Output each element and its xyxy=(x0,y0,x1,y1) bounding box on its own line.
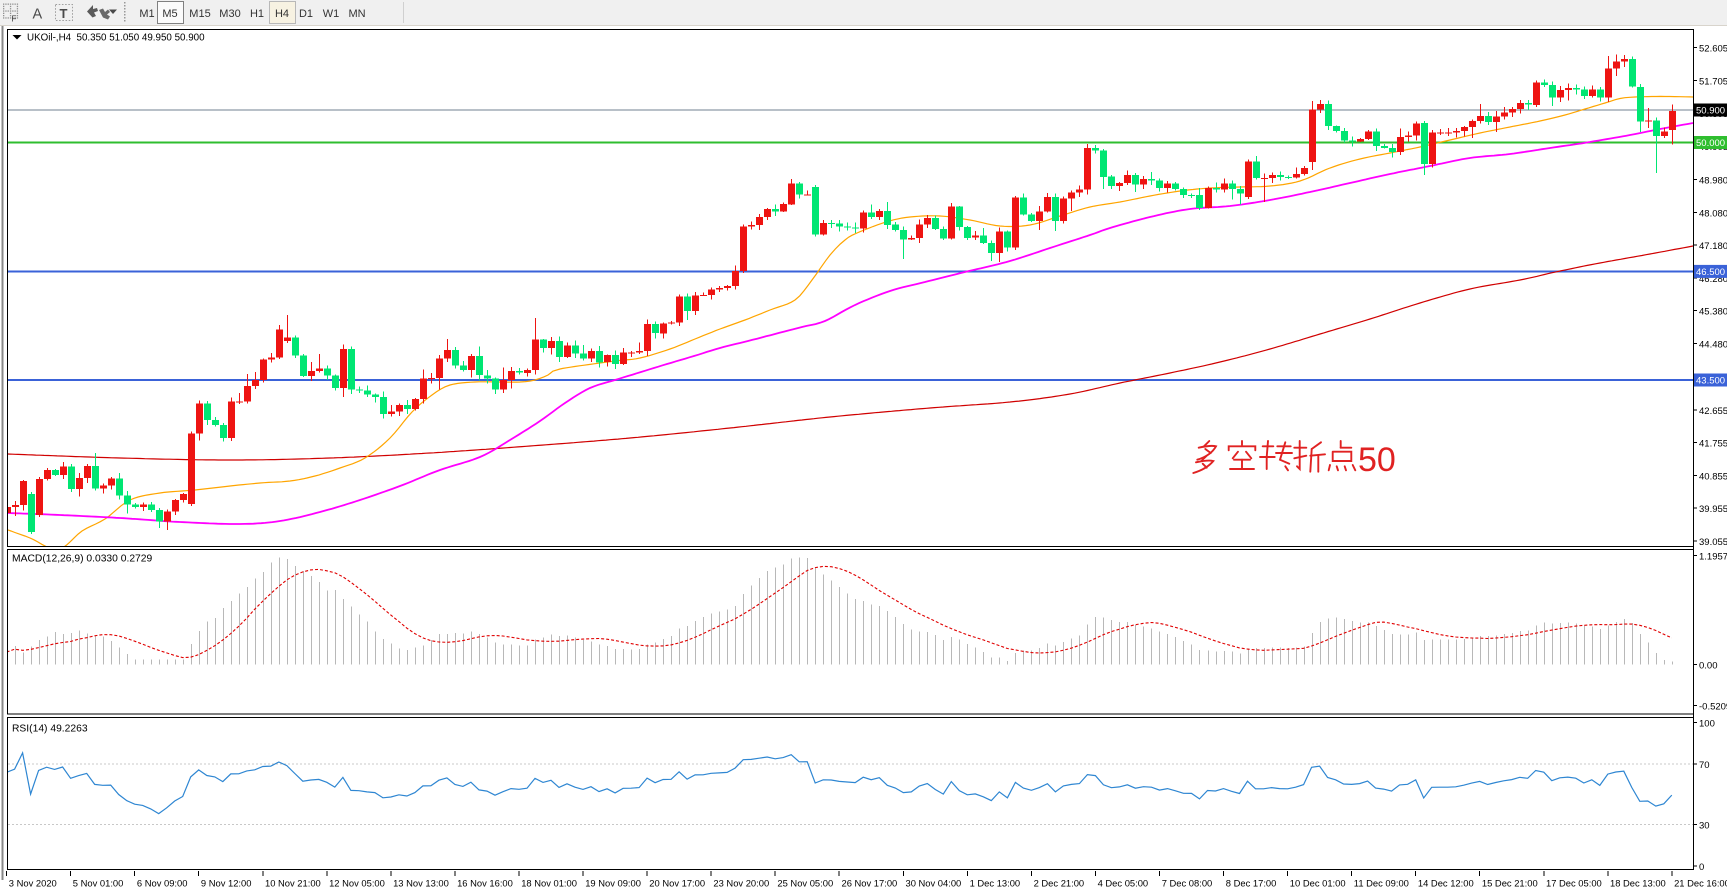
svg-text:50.000: 50.000 xyxy=(1696,138,1725,149)
svg-text:46.500: 46.500 xyxy=(1696,267,1725,278)
svg-text:52.605: 52.605 xyxy=(1699,44,1727,55)
svg-text:M5: M5 xyxy=(162,8,177,20)
svg-text:21 Dec 16:00: 21 Dec 16:00 xyxy=(1674,878,1727,889)
svg-text:18 Nov 01:00: 18 Nov 01:00 xyxy=(521,878,577,889)
svg-text:70: 70 xyxy=(1699,760,1710,771)
svg-text:43.500: 43.500 xyxy=(1696,376,1725,387)
svg-text:H4: H4 xyxy=(275,8,289,20)
svg-text:W1: W1 xyxy=(323,8,340,20)
svg-text:4 Dec 05:00: 4 Dec 05:00 xyxy=(1098,878,1149,889)
svg-text:26 Nov 17:00: 26 Nov 17:00 xyxy=(842,878,898,889)
svg-text:51.705: 51.705 xyxy=(1699,76,1727,87)
svg-text:41.755: 41.755 xyxy=(1699,439,1727,450)
svg-text:MACD(12,26,9) 0.0330 0.2729: MACD(12,26,9) 0.0330 0.2729 xyxy=(12,554,153,565)
svg-text:15 Dec 21:00: 15 Dec 21:00 xyxy=(1482,878,1538,889)
svg-text:47.180: 47.180 xyxy=(1699,241,1727,252)
svg-text:16 Nov 16:00: 16 Nov 16:00 xyxy=(457,878,513,889)
svg-text:10 Nov 21:00: 10 Nov 21:00 xyxy=(265,878,321,889)
svg-text:7 Dec 08:00: 7 Dec 08:00 xyxy=(1162,878,1213,889)
svg-text:20 Nov 17:00: 20 Nov 17:00 xyxy=(649,878,705,889)
svg-text:13 Nov 13:00: 13 Nov 13:00 xyxy=(393,878,449,889)
svg-text:50.900: 50.900 xyxy=(1696,106,1725,117)
svg-text:19 Nov 09:00: 19 Nov 09:00 xyxy=(585,878,641,889)
svg-text:6 Nov 09:00: 6 Nov 09:00 xyxy=(137,878,188,889)
svg-text:T: T xyxy=(60,6,68,21)
svg-text:14 Dec 12:00: 14 Dec 12:00 xyxy=(1418,878,1474,889)
svg-text:39.955: 39.955 xyxy=(1699,504,1727,515)
svg-text:48.980: 48.980 xyxy=(1699,176,1727,187)
svg-text:100: 100 xyxy=(1699,718,1715,729)
svg-text:45.380: 45.380 xyxy=(1699,307,1727,318)
svg-text:30: 30 xyxy=(1699,821,1710,832)
svg-text:10 Dec 01:00: 10 Dec 01:00 xyxy=(1290,878,1346,889)
svg-text:UKOil-,H4 50.350 51.050 49.95: UKOil-,H4 50.350 51.050 49.950 50.900 xyxy=(27,33,205,44)
svg-text:8 Dec 17:00: 8 Dec 17:00 xyxy=(1226,878,1277,889)
svg-text:0: 0 xyxy=(1699,862,1704,873)
svg-text:A: A xyxy=(33,7,43,23)
svg-text:H1: H1 xyxy=(250,8,264,20)
svg-text:39.055: 39.055 xyxy=(1699,537,1727,548)
svg-text:9 Nov 12:00: 9 Nov 12:00 xyxy=(201,878,252,889)
svg-text:M15: M15 xyxy=(189,8,210,20)
svg-text:12 Nov 05:00: 12 Nov 05:00 xyxy=(329,878,385,889)
svg-text:42.655: 42.655 xyxy=(1699,406,1727,417)
svg-text:18 Dec 13:00: 18 Dec 13:00 xyxy=(1610,878,1666,889)
svg-text:2 Dec 21:00: 2 Dec 21:00 xyxy=(1034,878,1085,889)
svg-text:1.1957: 1.1957 xyxy=(1699,551,1727,562)
svg-text:30 Nov 04:00: 30 Nov 04:00 xyxy=(906,878,962,889)
svg-text:F: F xyxy=(12,15,17,24)
svg-text:17 Dec 05:00: 17 Dec 05:00 xyxy=(1546,878,1602,889)
svg-text:48.080: 48.080 xyxy=(1699,208,1727,219)
svg-text:0.00: 0.00 xyxy=(1699,660,1718,671)
svg-text:23 Nov 20:00: 23 Nov 20:00 xyxy=(713,878,769,889)
svg-text:MN: MN xyxy=(348,8,365,20)
svg-text:25 Nov 05:00: 25 Nov 05:00 xyxy=(777,878,833,889)
svg-text:M1: M1 xyxy=(139,8,154,20)
svg-text:D1: D1 xyxy=(299,8,313,20)
svg-text:40.855: 40.855 xyxy=(1699,471,1727,482)
svg-text:44.480: 44.480 xyxy=(1699,339,1727,350)
svg-text:1 Dec 13:00: 1 Dec 13:00 xyxy=(970,878,1021,889)
svg-text:-0.5209: -0.5209 xyxy=(1699,702,1727,713)
svg-text:11 Dec 09:00: 11 Dec 09:00 xyxy=(1354,878,1409,889)
svg-text:M30: M30 xyxy=(219,8,240,20)
svg-text:46.280: 46.280 xyxy=(1699,274,1727,285)
svg-text:5 Nov 01:00: 5 Nov 01:00 xyxy=(73,878,124,889)
svg-text:RSI(14) 49.2263: RSI(14) 49.2263 xyxy=(12,724,88,735)
svg-text:3 Nov 2020: 3 Nov 2020 xyxy=(9,878,57,889)
svg-text:50: 50 xyxy=(1358,441,1396,479)
